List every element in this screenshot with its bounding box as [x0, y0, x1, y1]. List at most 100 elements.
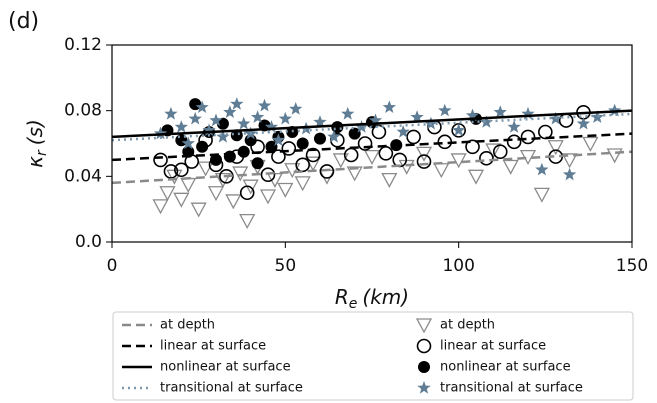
star-marker — [368, 113, 383, 127]
triangle-marker — [502, 159, 519, 175]
legend-box — [112, 311, 634, 401]
star-marker — [181, 136, 195, 150]
circle-marker — [260, 167, 276, 182]
circle-marker — [281, 141, 297, 156]
y-tick-label: 0.04 — [64, 166, 102, 186]
star-marker — [590, 110, 604, 123]
x-axis-label: Re (km) — [335, 285, 409, 313]
legend-label: at depth — [160, 318, 215, 333]
star-marker — [250, 110, 265, 123]
triangle-marker — [467, 169, 485, 185]
circle-marker — [153, 152, 168, 168]
x-tick-label: 150 — [616, 256, 648, 276]
legend-label: transitional at surface — [440, 381, 583, 396]
dot-marker — [216, 117, 229, 130]
plot-frame — [111, 44, 633, 243]
circle-marker — [378, 146, 394, 161]
star-marker — [354, 120, 369, 133]
star-marker — [271, 133, 286, 146]
x-tick-label: 100 — [442, 256, 474, 276]
triangle-marker — [284, 163, 301, 179]
fit-line — [111, 112, 633, 142]
dot-marker — [251, 157, 264, 170]
star-marker — [493, 105, 507, 118]
circle-marker — [506, 134, 522, 150]
triangle-marker — [232, 166, 249, 182]
triangle-marker — [433, 163, 450, 179]
x-axis-label-subscript: e — [349, 296, 358, 312]
y-tick-label: 0.08 — [64, 101, 102, 121]
triangle-marker — [318, 169, 336, 185]
star-marker — [216, 129, 230, 143]
triangle-marker — [159, 186, 176, 202]
triangle-marker — [363, 149, 381, 166]
star-marker — [278, 111, 292, 125]
y-axis-label-symbol: κ — [23, 156, 47, 168]
star-marker — [327, 129, 341, 143]
circle-marker — [174, 162, 189, 178]
dot-marker — [237, 145, 250, 158]
circle-marker — [492, 144, 508, 160]
dot-marker — [196, 140, 209, 153]
dot-marker — [296, 137, 309, 150]
star-marker — [535, 162, 549, 176]
x-tick-label: 50 — [275, 256, 297, 276]
circle-marker — [305, 147, 321, 163]
star-marker — [202, 123, 216, 136]
circle-marker — [479, 150, 494, 166]
y-axis-label-unit: (s) — [23, 119, 47, 145]
star-marker — [223, 105, 237, 118]
circle-marker — [163, 164, 179, 179]
triangle-marker — [207, 186, 225, 202]
circle-marker — [520, 129, 536, 145]
legend-marker — [417, 381, 431, 394]
star-marker — [264, 120, 279, 133]
circle-marker — [558, 113, 574, 128]
triangle-marker — [277, 182, 294, 198]
triangle-marker — [381, 172, 398, 188]
circle-marker — [416, 154, 432, 169]
x-tick-label: 0 — [107, 256, 118, 276]
star-marker — [188, 111, 202, 125]
star-marker — [396, 125, 410, 138]
dot-marker — [331, 121, 344, 134]
star-marker — [521, 106, 535, 120]
panel-label: (d) — [8, 9, 39, 34]
triangle-marker — [398, 159, 415, 175]
dot-marker — [210, 153, 222, 166]
circle-marker — [319, 164, 335, 179]
circle-marker — [295, 157, 310, 173]
legend-label: linear at surface — [160, 339, 266, 354]
dot-marker — [348, 127, 361, 140]
legend-label: transitional at surface — [160, 381, 303, 396]
star-marker — [209, 113, 223, 127]
legend-label: at depth — [440, 318, 495, 333]
star-marker — [153, 126, 168, 140]
star-marker — [289, 102, 303, 115]
triangle-marker — [533, 187, 550, 203]
triangle-marker — [346, 166, 363, 182]
triangle-marker — [294, 176, 311, 192]
star-marker — [382, 100, 396, 113]
triangle-marker — [214, 172, 232, 188]
x-axis-label-symbol: R — [335, 285, 349, 309]
triangle-marker — [485, 143, 502, 159]
circle-marker — [219, 169, 234, 184]
triangle-marker — [561, 153, 578, 169]
y-tick-label: 0.0 — [75, 232, 102, 252]
y-axis-label-subscript: r — [34, 149, 50, 156]
star-marker — [195, 100, 209, 113]
triangle-marker — [225, 194, 242, 210]
x-axis-label-unit: (km) — [362, 285, 409, 309]
dot-marker — [314, 132, 326, 145]
fit-line — [111, 132, 633, 162]
dot-marker — [230, 129, 243, 142]
legend-label: nonlinear at surface — [160, 360, 291, 375]
star-marker — [452, 123, 466, 136]
star-marker — [313, 115, 327, 128]
star-marker — [479, 115, 494, 128]
legend-marker — [418, 361, 430, 373]
star-marker — [562, 167, 577, 181]
star-marker — [507, 120, 521, 133]
